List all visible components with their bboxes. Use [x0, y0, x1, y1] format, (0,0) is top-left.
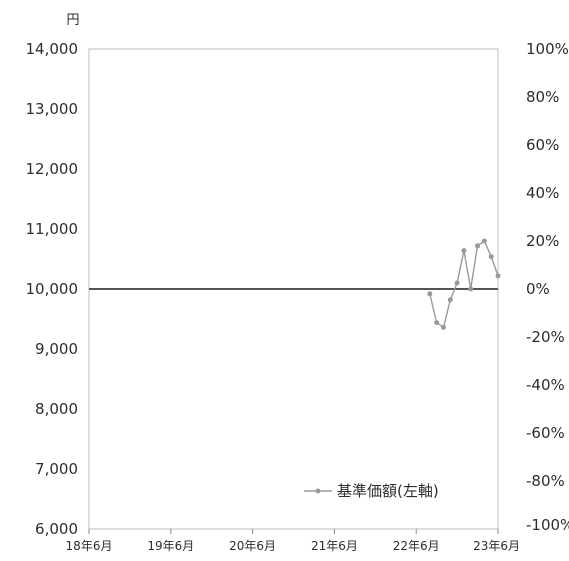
legend-label-base-price: 基準価額(左軸)	[337, 482, 439, 500]
right-axis-tick-label: -40%	[526, 376, 565, 394]
legend-marker-swatch	[315, 488, 321, 494]
x-axis-ticks	[88, 529, 499, 534]
right-axis-tick-label: -60%	[526, 424, 565, 442]
x-axis-tick-label: 23年6月	[473, 539, 520, 553]
left-axis-tick-labels: 6,000 7,000 8,000 9,000 10,000 11,000 12,000 13…	[26, 40, 79, 538]
series-point	[468, 286, 474, 292]
left-axis-tick-label: 8,000	[35, 400, 78, 418]
left-axis-tick-label: 9,000	[35, 340, 78, 358]
x-axis-tick-label: 20年6月	[229, 539, 276, 553]
right-axis-tick-label: 60%	[526, 136, 559, 154]
x-axis-tick-label: 22年6月	[393, 539, 440, 553]
right-axis-tick-labels: -100% -80% -60% -40% -20% 0% 20% 40% 60% 80% 100%	[526, 40, 569, 534]
x-axis-tick-label: 21年6月	[311, 539, 358, 553]
series-point	[488, 254, 494, 260]
series-point	[427, 291, 433, 297]
right-axis-tick-label: 80%	[526, 88, 559, 106]
right-axis-tick-label: -20%	[526, 328, 565, 346]
left-axis-unit-label: 円	[66, 13, 79, 28]
left-axis-tick-label: 10,000	[26, 280, 79, 298]
left-axis-tick-label: 11,000	[26, 220, 79, 238]
x-axis-tick-label: 18年6月	[66, 539, 113, 553]
series-point	[440, 324, 446, 330]
left-axis-tick-label: 6,000	[35, 520, 78, 538]
legend: 基準価額(左軸)	[304, 482, 439, 500]
right-axis-tick-label: -80%	[526, 472, 565, 490]
right-axis-tick-label: 40%	[526, 184, 559, 202]
series-point	[461, 248, 467, 254]
right-axis-tick-label: 100%	[526, 40, 569, 58]
right-axis-tick-label: -100%	[526, 516, 569, 534]
left-axis-tick-label: 14,000	[26, 40, 79, 58]
series-point	[481, 238, 487, 244]
series-point	[447, 297, 453, 303]
left-axis-tick-label: 13,000	[26, 100, 79, 118]
series-point	[434, 320, 440, 326]
series-point	[454, 280, 460, 286]
right-axis-tick-label: 0%	[526, 280, 550, 298]
x-axis-tick-labels: 18年6月 19年6月 20年6月 21年6月 22年6月 23年6月	[66, 539, 520, 553]
series-point	[495, 273, 501, 279]
series-line-base-price	[429, 239, 499, 329]
series-point	[475, 243, 481, 249]
right-axis-tick-label: 20%	[526, 232, 559, 250]
x-axis-tick-label: 19年6月	[147, 539, 194, 553]
series-points-base-price	[427, 238, 501, 330]
left-axis-tick-label: 12,000	[26, 160, 79, 178]
left-axis-tick-label: 7,000	[35, 460, 78, 478]
